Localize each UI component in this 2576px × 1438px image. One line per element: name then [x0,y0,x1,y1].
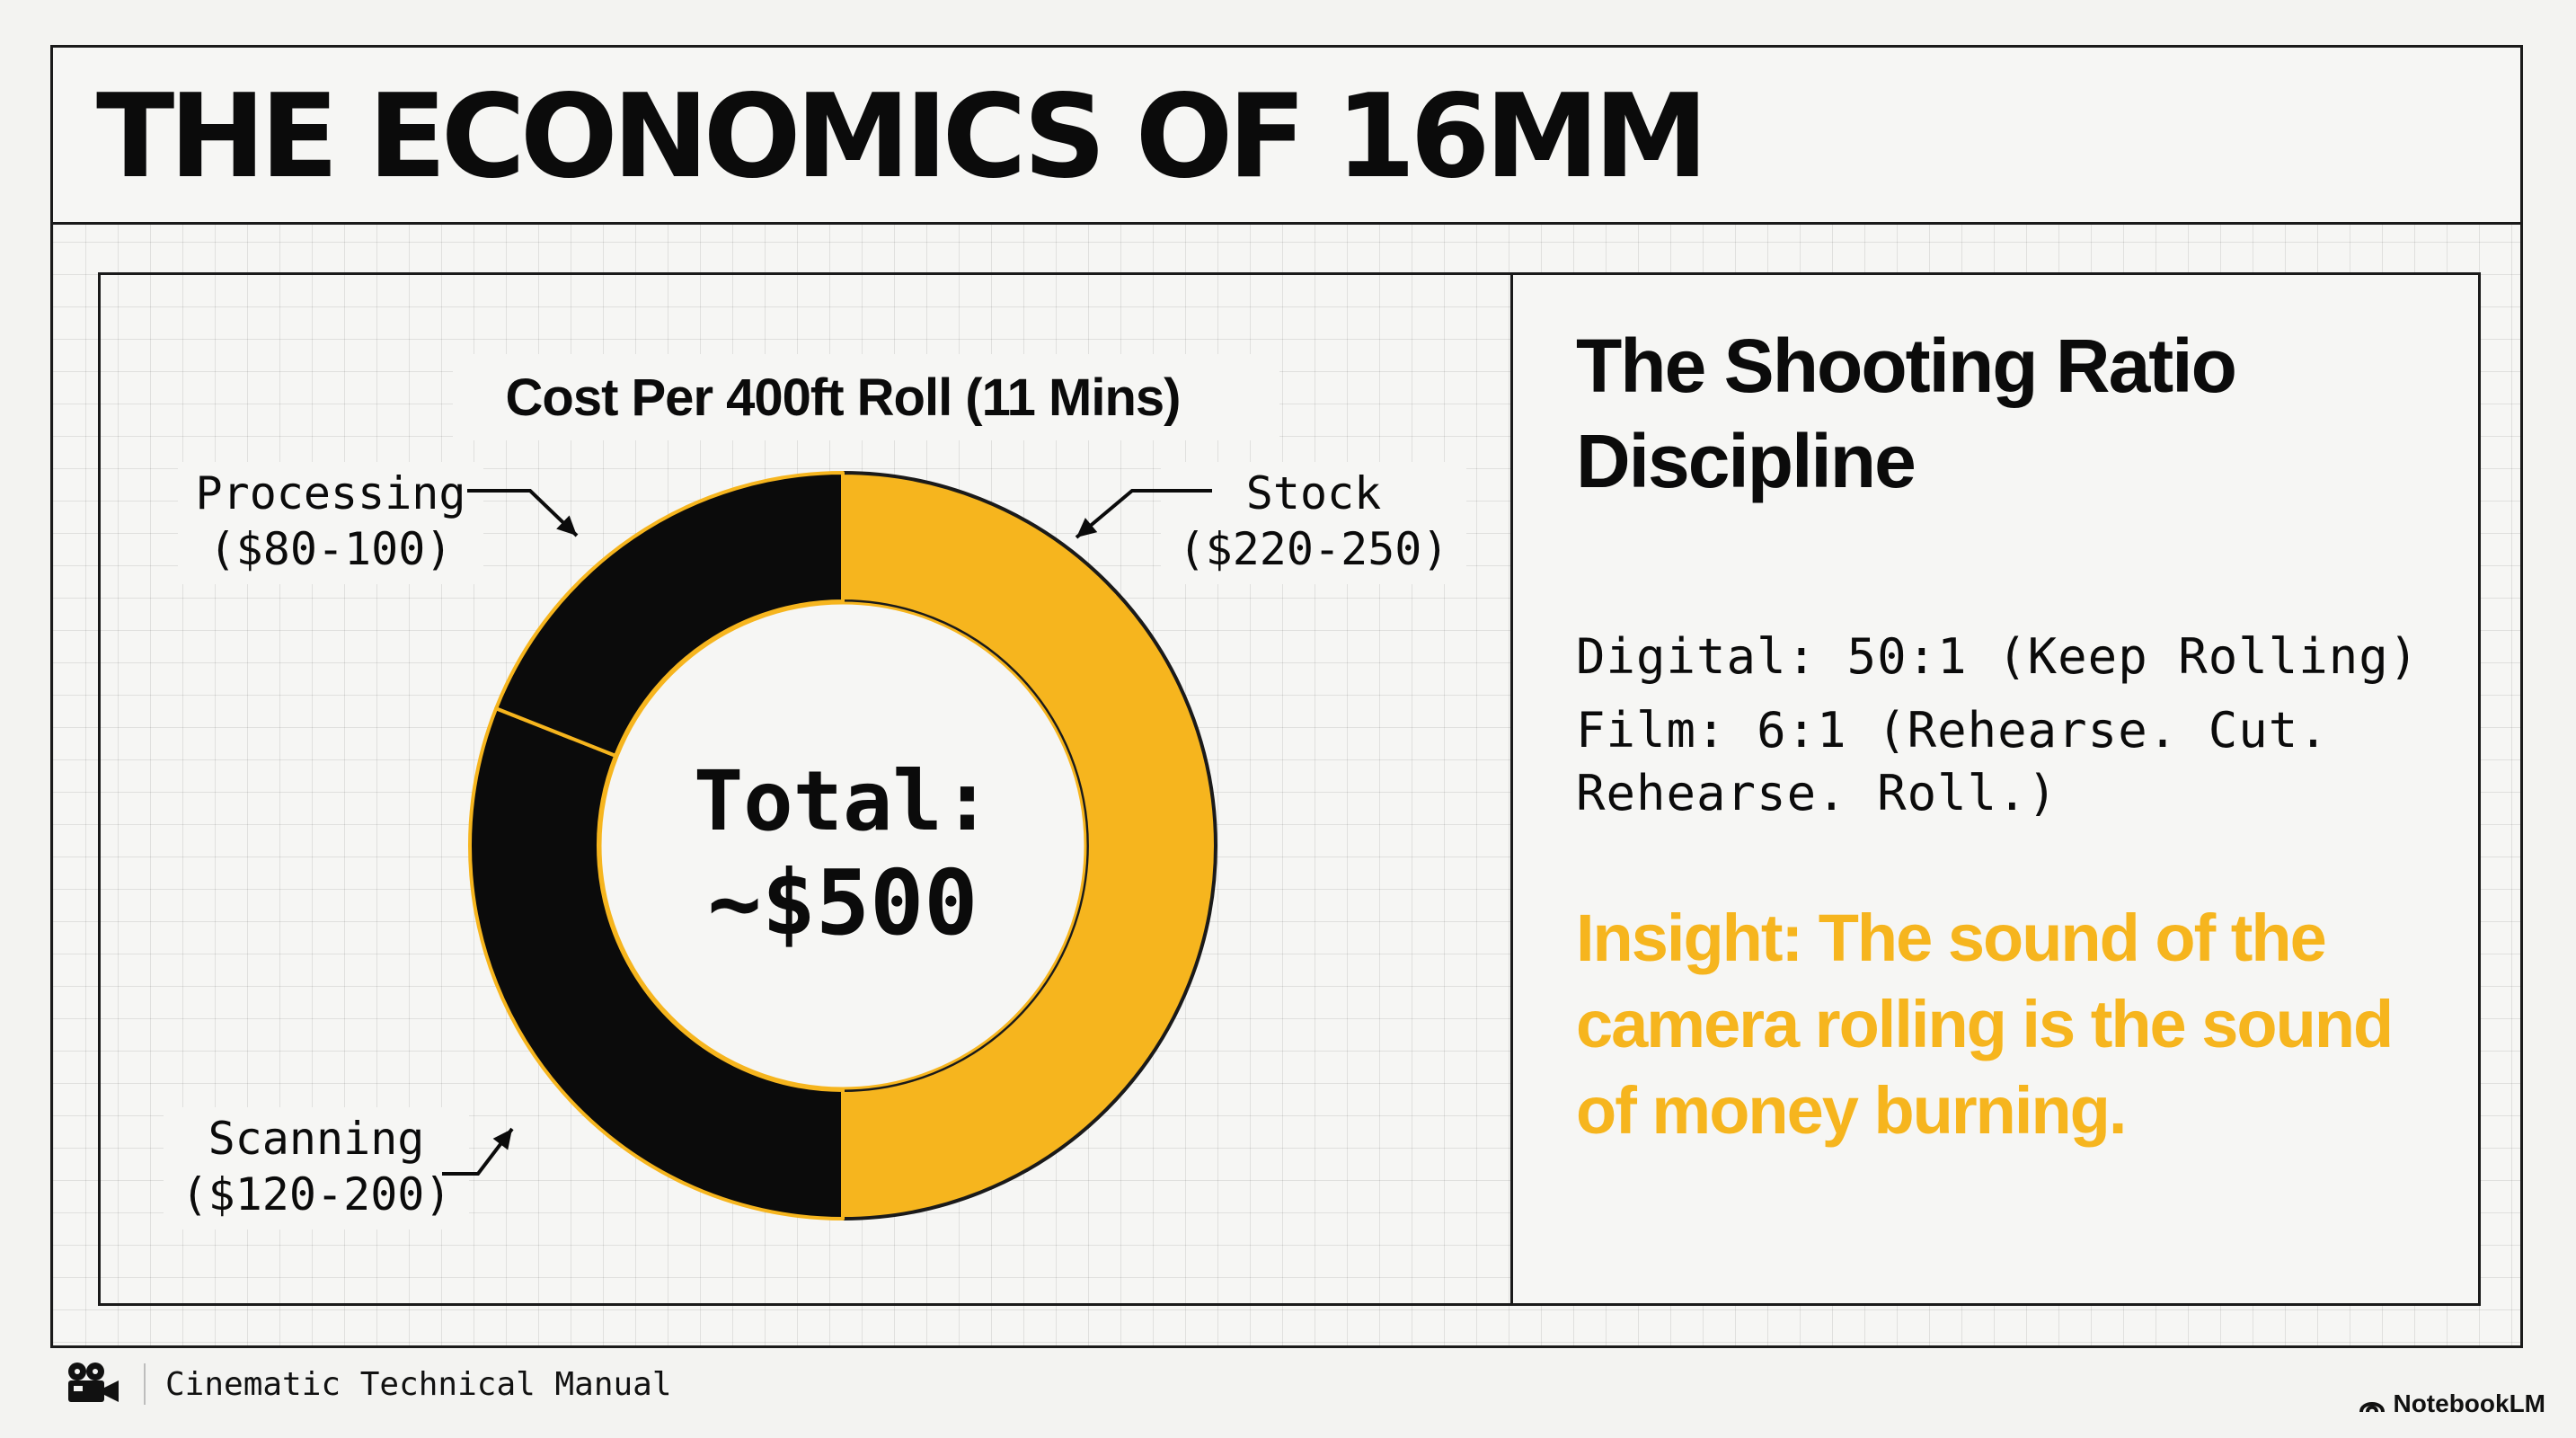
callout-background-stock [1161,462,1466,584]
insight-text: Insight: The sound of the camera rolling… [1576,901,2394,1148]
brand-mark: NotebookLM [2359,1389,2545,1418]
callout-arrow-stock [1076,518,1098,537]
callout-range-scanning: ($120-200) [181,1168,451,1221]
callout-line-processing [467,489,579,537]
donut-chart: Cost Per 400ft Roll (11 Mins) Total:~$500… [164,354,1466,1229]
donut-slice-scanning [468,706,845,1221]
footer-label: Cinematic Technical Manual [165,1365,672,1403]
footer-divider [144,1363,146,1405]
callout-label-processing: Processing [195,467,465,519]
chart-title-background [453,354,1279,440]
donut-slice-processing [494,471,845,758]
slide-frame: THE ECONOMICS OF 16MM Cost Per 400ft Rol… [50,45,2523,1348]
chart-title: Cost Per 400ft Roll (11 Mins) [506,368,1181,427]
callout-range-stock: ($220-250) [1178,523,1448,575]
callout-background-processing [178,462,483,584]
digital-ratio-line: Digital: 50:1 (Keep Rolling) [1576,628,2420,685]
callout-label-scanning: Scanning [208,1113,425,1165]
notebooklm-logo-icon [2359,1402,2386,1413]
chart-panel: Cost Per 400ft Roll (11 Mins) Total: ~$500… [98,272,1513,1306]
film-camera-icon [68,1363,119,1402]
section-heading: The Shooting Ratio Discipline [1576,324,2237,503]
center-total-label: Total: [694,753,992,849]
callout-line-stock [1075,489,1212,539]
brand-name: NotebookLM [2393,1389,2545,1417]
shooting-ratio-panel: The Shooting Ratio Discipline Digital: 5… [1510,272,2481,1306]
donut-hole [598,601,1087,1090]
page-title: THE ECONOMICS OF 16MM [96,70,1708,204]
film-ratio-line: Film: 6:1 (Rehearse. Cut. Rehearse. Roll… [1576,702,2329,821]
footer: Cinematic Technical Manual [65,1357,672,1411]
ratio-list: Digital: 50:1 (Keep Rolling) Film: 6:1 (… [1576,626,2439,836]
callout-background-scanning [164,1107,469,1229]
callout-label-stock: Stock [1246,467,1382,519]
donut-slice-stock [841,471,1217,1221]
callout-range-processing: ($80-100) [209,523,453,575]
callout-arrow-scanning [492,1129,512,1150]
callout-arrow-processing [556,515,577,536]
title-bar: THE ECONOMICS OF 16MM [53,48,2520,225]
center-total-value: ~$500 [707,850,978,955]
